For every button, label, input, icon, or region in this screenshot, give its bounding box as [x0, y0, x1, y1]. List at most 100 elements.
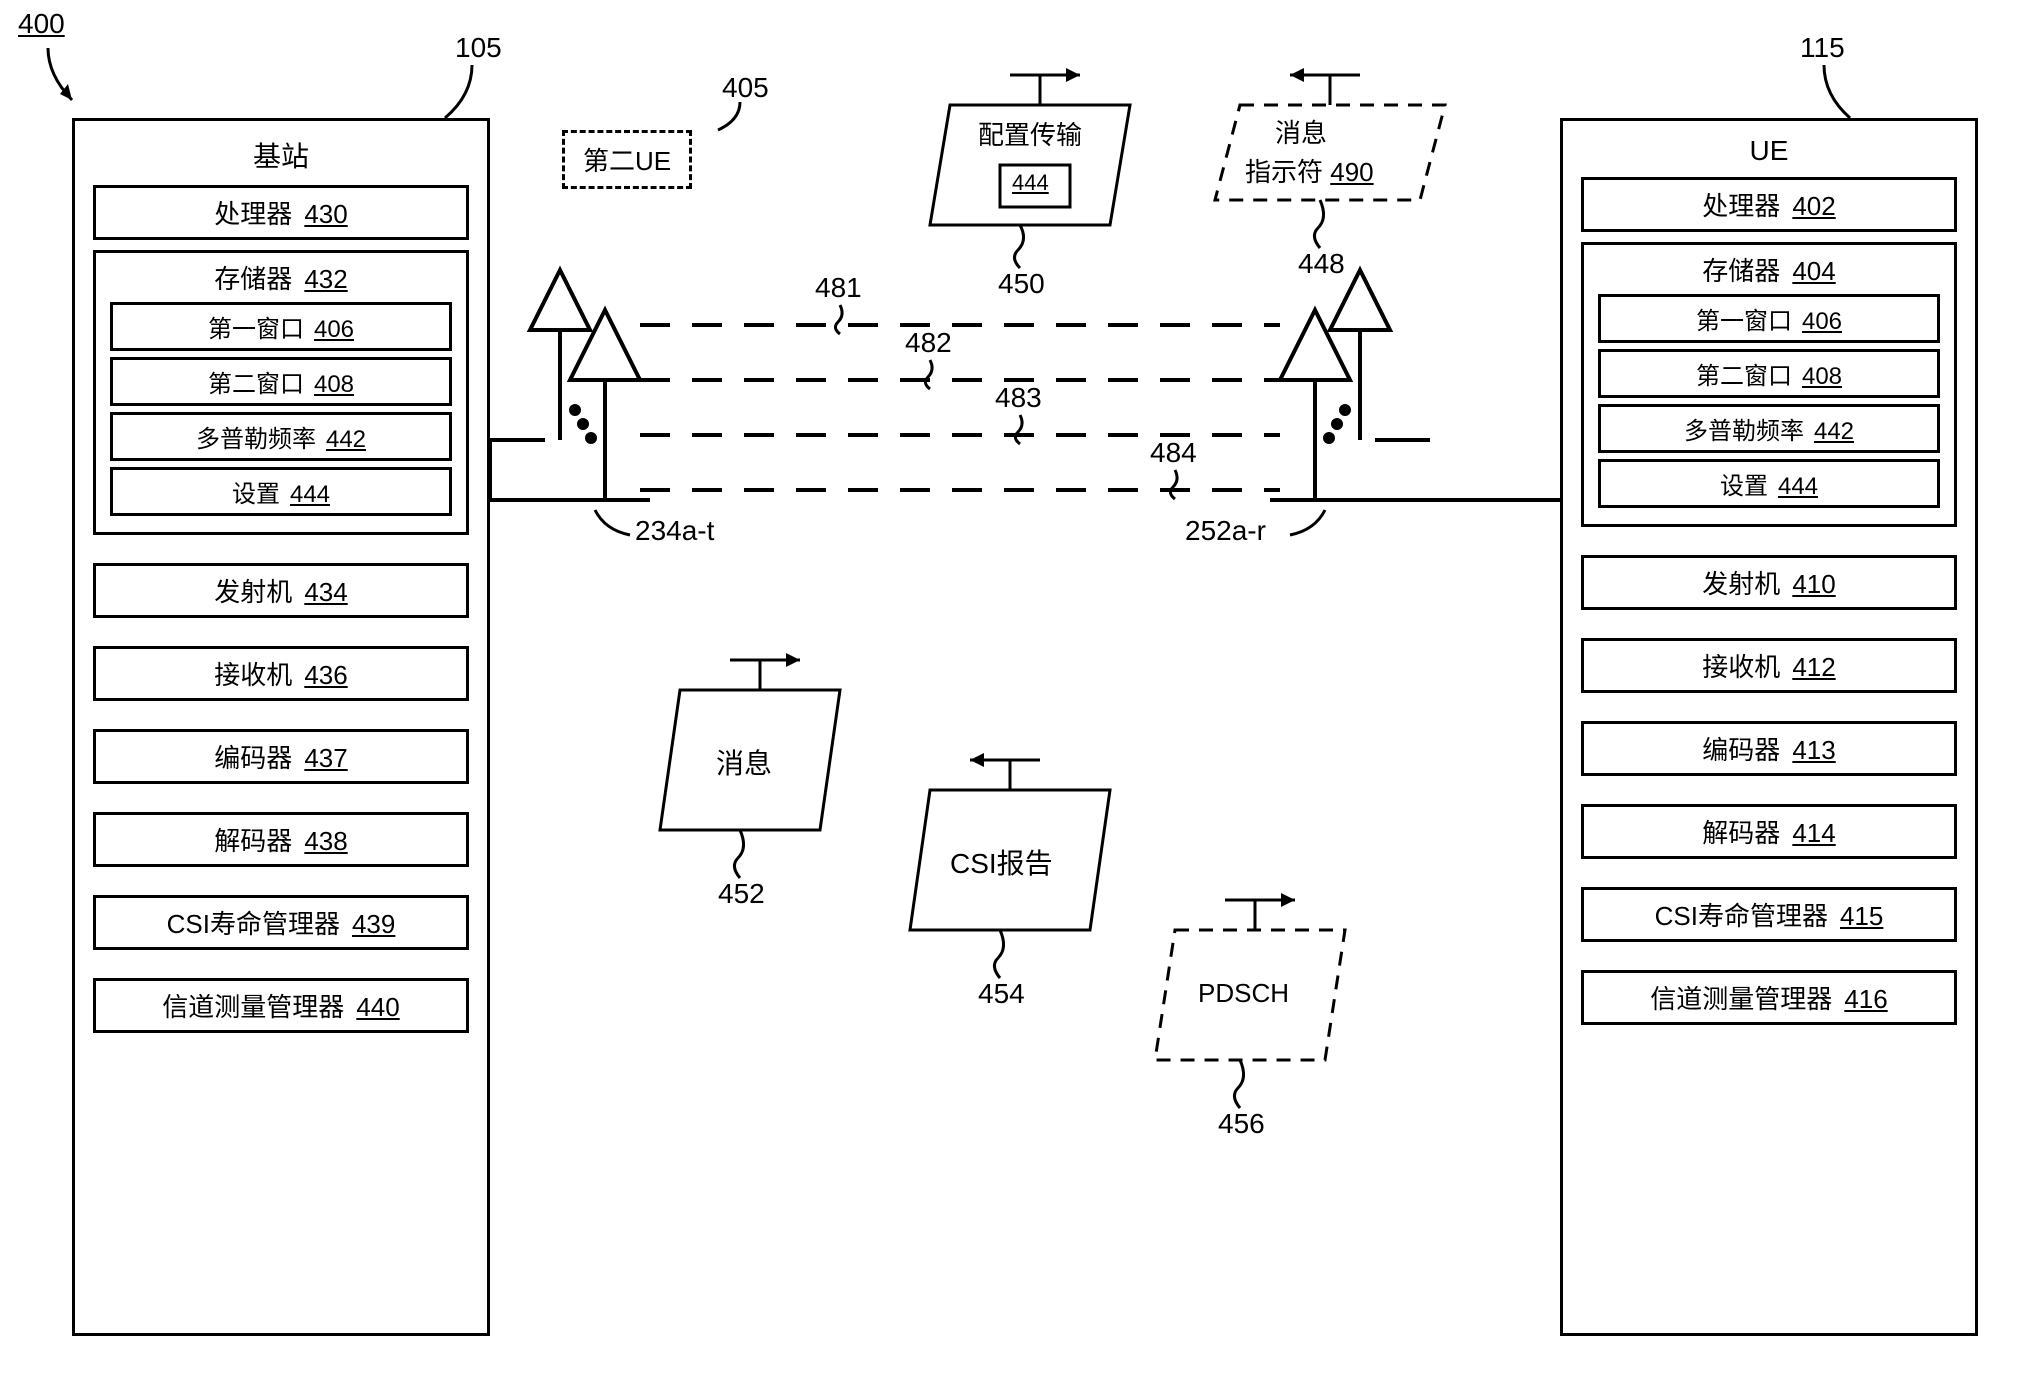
ue-ref-label: 115	[1800, 32, 1845, 64]
ue-csi-num: 415	[1840, 901, 1883, 931]
ue-win1-num: 406	[1802, 308, 1842, 335]
bs-decoder: 解码器 438	[93, 812, 469, 867]
ue-win2-num: 408	[1802, 363, 1842, 390]
bs-encoder-label: 编码器	[214, 743, 292, 773]
bs-decoder-label: 解码器	[214, 826, 292, 856]
ue-tx-label: 发射机	[1702, 569, 1780, 599]
pdsch-ref: 456	[1218, 1108, 1265, 1140]
ue-processor: 处理器 402	[1581, 177, 1957, 232]
bs-win1: 第一窗口 406	[110, 302, 452, 351]
bs-chan-label: 信道测量管理器	[162, 992, 344, 1022]
bs-win2-label: 第二窗口	[208, 371, 304, 398]
ue-encoder-label: 编码器	[1702, 735, 1780, 765]
bs-rx: 接收机 436	[93, 646, 469, 701]
second-ue-label: 第二UE	[583, 146, 671, 176]
ue-doppler: 多普勒频率 442	[1598, 404, 1940, 453]
ue-chan-num: 416	[1844, 984, 1887, 1014]
bs-memory: 存储器 432 第一窗口 406 第二窗口 408 多普勒频率 442 设置 444	[93, 250, 469, 535]
bs-chan-num: 440	[356, 992, 399, 1022]
ue-doppler-num: 442	[1814, 418, 1854, 445]
ue-title: UE	[1575, 135, 1963, 167]
ue-rx: 接收机 412	[1581, 638, 1957, 693]
ue-setting-label: 设置	[1720, 473, 1768, 500]
antenna-right-label: 252a-r	[1185, 515, 1266, 547]
ue-win1: 第一窗口 406	[1598, 294, 1940, 343]
link3-label: 483	[995, 382, 1042, 414]
ue-rx-num: 412	[1792, 652, 1835, 682]
bs-csi-num: 439	[352, 909, 395, 939]
ue-rx-label: 接收机	[1702, 652, 1780, 682]
bs-doppler-num: 442	[326, 426, 366, 453]
ue-decoder: 解码器 414	[1581, 804, 1957, 859]
bs-chan-mgr: 信道测量管理器 440	[93, 978, 469, 1033]
msg2-ref: 452	[718, 878, 765, 910]
bs-csi-label: CSI寿命管理器	[167, 909, 340, 939]
ue-chan-label: 信道测量管理器	[1650, 984, 1832, 1014]
ue-encoder-num: 413	[1792, 735, 1835, 765]
csi-rep-title: CSI报告	[950, 842, 1053, 882]
msg-ind-sub-text: 指示符	[1245, 157, 1323, 187]
ue-win1-label: 第一窗口	[1696, 308, 1792, 335]
bs-title: 基站	[87, 135, 475, 175]
bs-win1-num: 406	[314, 316, 354, 343]
bs-ref-label: 105	[455, 32, 502, 64]
bs-processor: 处理器 430	[93, 185, 469, 240]
msg2-title: 消息	[716, 742, 772, 782]
csi-rep-ref: 454	[978, 978, 1025, 1010]
ue-win2: 第二窗口 408	[1598, 349, 1940, 398]
bs-win2: 第二窗口 408	[110, 357, 452, 406]
bs-memory-label: 存储器	[214, 264, 292, 294]
link1-label: 481	[815, 272, 862, 304]
bs-processor-num: 430	[304, 199, 347, 229]
bs-win1-label: 第一窗口	[208, 316, 304, 343]
msg-ind-num: 490	[1330, 157, 1373, 187]
bs-processor-label: 处理器	[214, 199, 292, 229]
ue-memory-num: 404	[1792, 256, 1835, 286]
bs-tx-label: 发射机	[214, 577, 292, 607]
bs-setting-num: 444	[290, 481, 330, 508]
msg-ind-sub: 指示符 490	[1245, 152, 1374, 189]
figure-ref-text: 400	[18, 8, 65, 39]
second-ue-box: 第二UE	[562, 130, 692, 189]
ue-encoder: 编码器 413	[1581, 721, 1957, 776]
ue-processor-label: 处理器	[1702, 191, 1780, 221]
msg-ind-ref: 448	[1298, 248, 1345, 280]
bs-rx-num: 436	[304, 660, 347, 690]
msg-ind-title: 消息	[1275, 113, 1327, 150]
second-ue-ref: 405	[722, 72, 769, 104]
link2-label: 482	[905, 327, 952, 359]
bs-win2-num: 408	[314, 371, 354, 398]
antenna-left-label: 234a-t	[635, 515, 714, 547]
link4-label: 484	[1150, 437, 1197, 469]
bs-memory-num: 432	[304, 264, 347, 294]
bs-tx-num: 434	[304, 577, 347, 607]
ue-processor-num: 402	[1792, 191, 1835, 221]
ue-win2-label: 第二窗口	[1696, 363, 1792, 390]
base-station-box: 基站 处理器 430 存储器 432 第一窗口 406 第二窗口 408 多普勒频率 44…	[72, 118, 490, 1336]
pdsch-title: PDSCH	[1198, 978, 1289, 1009]
ue-decoder-label: 解码器	[1702, 818, 1780, 848]
ue-tx: 发射机 410	[1581, 555, 1957, 610]
bs-encoder: 编码器 437	[93, 729, 469, 784]
ue-box: UE 处理器402 存储器404 第一窗口406 第二窗口408 多普勒频率44…	[1560, 118, 1978, 1336]
bs-setting-label: 设置	[232, 481, 280, 508]
ue-csi-mgr: CSI寿命管理器 415	[1581, 887, 1957, 942]
figure-ref-label: 400	[18, 8, 65, 40]
bs-doppler-label: 多普勒频率	[196, 426, 316, 453]
ue-chan-mgr: 信道测量管理器 416	[1581, 970, 1957, 1025]
bs-setting: 设置 444	[110, 467, 452, 516]
ue-setting-num: 444	[1778, 473, 1818, 500]
ue-csi-label: CSI寿命管理器	[1655, 901, 1828, 931]
bs-decoder-num: 438	[304, 826, 347, 856]
bs-doppler: 多普勒频率 442	[110, 412, 452, 461]
ue-memory: 存储器404 第一窗口406 第二窗口408 多普勒频率442 设置444	[1581, 242, 1957, 527]
bs-tx: 发射机 434	[93, 563, 469, 618]
config-tx-inner: 444	[1012, 170, 1049, 196]
config-tx-ref: 450	[998, 268, 1045, 300]
ue-decoder-num: 414	[1792, 818, 1835, 848]
bs-rx-label: 接收机	[214, 660, 292, 690]
bs-encoder-num: 437	[304, 743, 347, 773]
bs-csi-mgr: CSI寿命管理器 439	[93, 895, 469, 950]
ue-tx-num: 410	[1792, 569, 1835, 599]
ue-doppler-label: 多普勒频率	[1684, 418, 1804, 445]
